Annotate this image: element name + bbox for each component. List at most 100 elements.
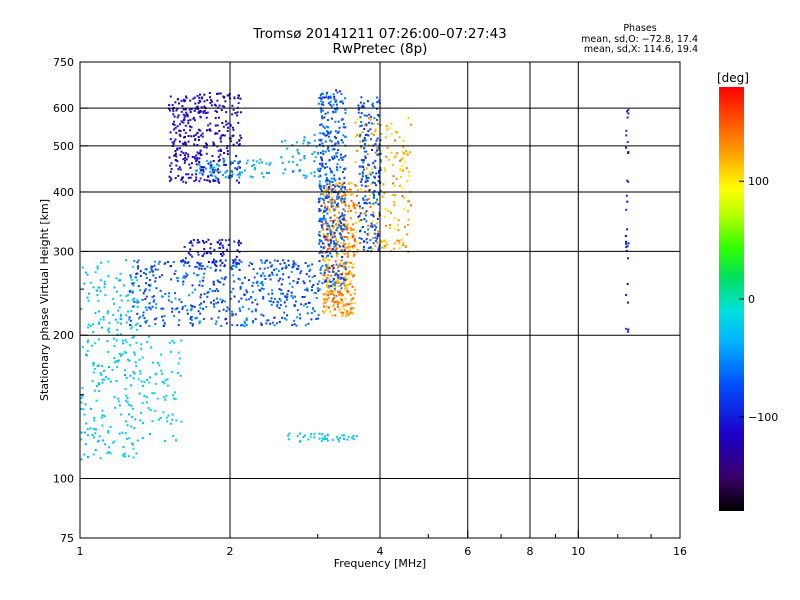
echo-point (340, 139, 343, 142)
echo-point (313, 291, 316, 294)
echo-point (322, 132, 325, 135)
echo-point (345, 312, 348, 315)
echo-point (306, 312, 309, 315)
echo-point (339, 218, 342, 221)
echo-point (152, 295, 155, 298)
echo-point (224, 171, 227, 174)
echo-point (98, 435, 101, 438)
echo-point (280, 304, 282, 306)
echo-point (410, 204, 413, 207)
echo-point (121, 339, 124, 342)
echo-point (137, 259, 140, 262)
echo-point (384, 136, 387, 139)
echo-point (313, 171, 316, 174)
echo-point (336, 184, 339, 187)
echo-point (229, 297, 232, 300)
echo-point (624, 235, 627, 237)
echo-point (322, 218, 325, 221)
echo-point (323, 133, 326, 136)
colorbar-tick-label: 100 (748, 175, 769, 188)
echo-point (319, 139, 322, 142)
echo-point (320, 240, 323, 243)
echo-point (256, 280, 259, 283)
echo-point (292, 280, 295, 282)
echo-point (326, 148, 329, 151)
echo-point (351, 247, 354, 249)
echo-point (251, 165, 253, 168)
echo-point (363, 159, 365, 162)
echo-point (367, 134, 370, 137)
echo-point (138, 392, 141, 395)
echo-point (378, 171, 380, 174)
echo-point (320, 123, 323, 126)
echo-point (94, 342, 97, 345)
echo-point (352, 275, 354, 278)
echo-point (377, 248, 380, 251)
echo-point (180, 110, 183, 113)
echo-point (336, 279, 339, 282)
echo-point (344, 188, 347, 191)
echo-point (292, 260, 295, 263)
echo-point (314, 292, 317, 295)
echo-point (263, 275, 266, 278)
echo-point (252, 290, 255, 293)
echo-point (103, 286, 106, 289)
echo-point (196, 144, 199, 146)
echo-point (355, 241, 358, 244)
echo-point (187, 119, 190, 122)
echo-point (320, 440, 323, 443)
echo-point (119, 355, 122, 357)
echo-point (168, 341, 171, 344)
echo-point (112, 337, 115, 340)
echo-point (172, 142, 175, 145)
echo-point (335, 281, 338, 284)
echo-point (127, 358, 129, 361)
echo-point (163, 315, 166, 318)
echo-point (190, 307, 193, 310)
echo-point (363, 240, 366, 243)
echo-point (220, 109, 223, 112)
echo-point (375, 139, 378, 142)
echo-point (108, 366, 110, 368)
echo-point (130, 278, 133, 281)
echo-point (343, 308, 346, 311)
echo-point (329, 167, 331, 170)
echo-point (225, 147, 228, 150)
echo-point (185, 111, 188, 114)
echo-point (363, 218, 366, 221)
echo-point (129, 319, 132, 322)
echo-point (131, 298, 134, 301)
echo-point (237, 121, 240, 124)
echo-point (290, 294, 293, 297)
echo-point (220, 253, 222, 255)
echo-point (399, 184, 401, 187)
echo-point (199, 110, 202, 112)
echo-point (264, 261, 266, 264)
echo-point (340, 294, 343, 297)
echo-point (153, 264, 156, 267)
echo-point (324, 438, 326, 441)
echo-point (194, 138, 197, 141)
echo-point (359, 116, 362, 119)
echo-point (231, 324, 234, 326)
echo-point (322, 310, 325, 313)
echo-point (296, 282, 299, 285)
echo-point (217, 180, 220, 183)
echo-point (324, 162, 327, 165)
echo-point (125, 321, 128, 324)
echo-point (236, 249, 239, 252)
echo-point (368, 201, 371, 204)
echo-point (118, 279, 120, 282)
echo-point (205, 116, 208, 119)
cluster-f2-o-mode-vertical (317, 89, 347, 291)
echo-point (373, 182, 376, 185)
echo-point (93, 389, 96, 392)
echo-point (344, 248, 347, 251)
echo-point (135, 323, 138, 326)
echo-point (190, 162, 193, 165)
echo-point (324, 222, 327, 225)
echo-point (278, 298, 281, 300)
echo-point (227, 243, 230, 246)
echo-point (207, 238, 210, 241)
echo-point (325, 284, 328, 287)
